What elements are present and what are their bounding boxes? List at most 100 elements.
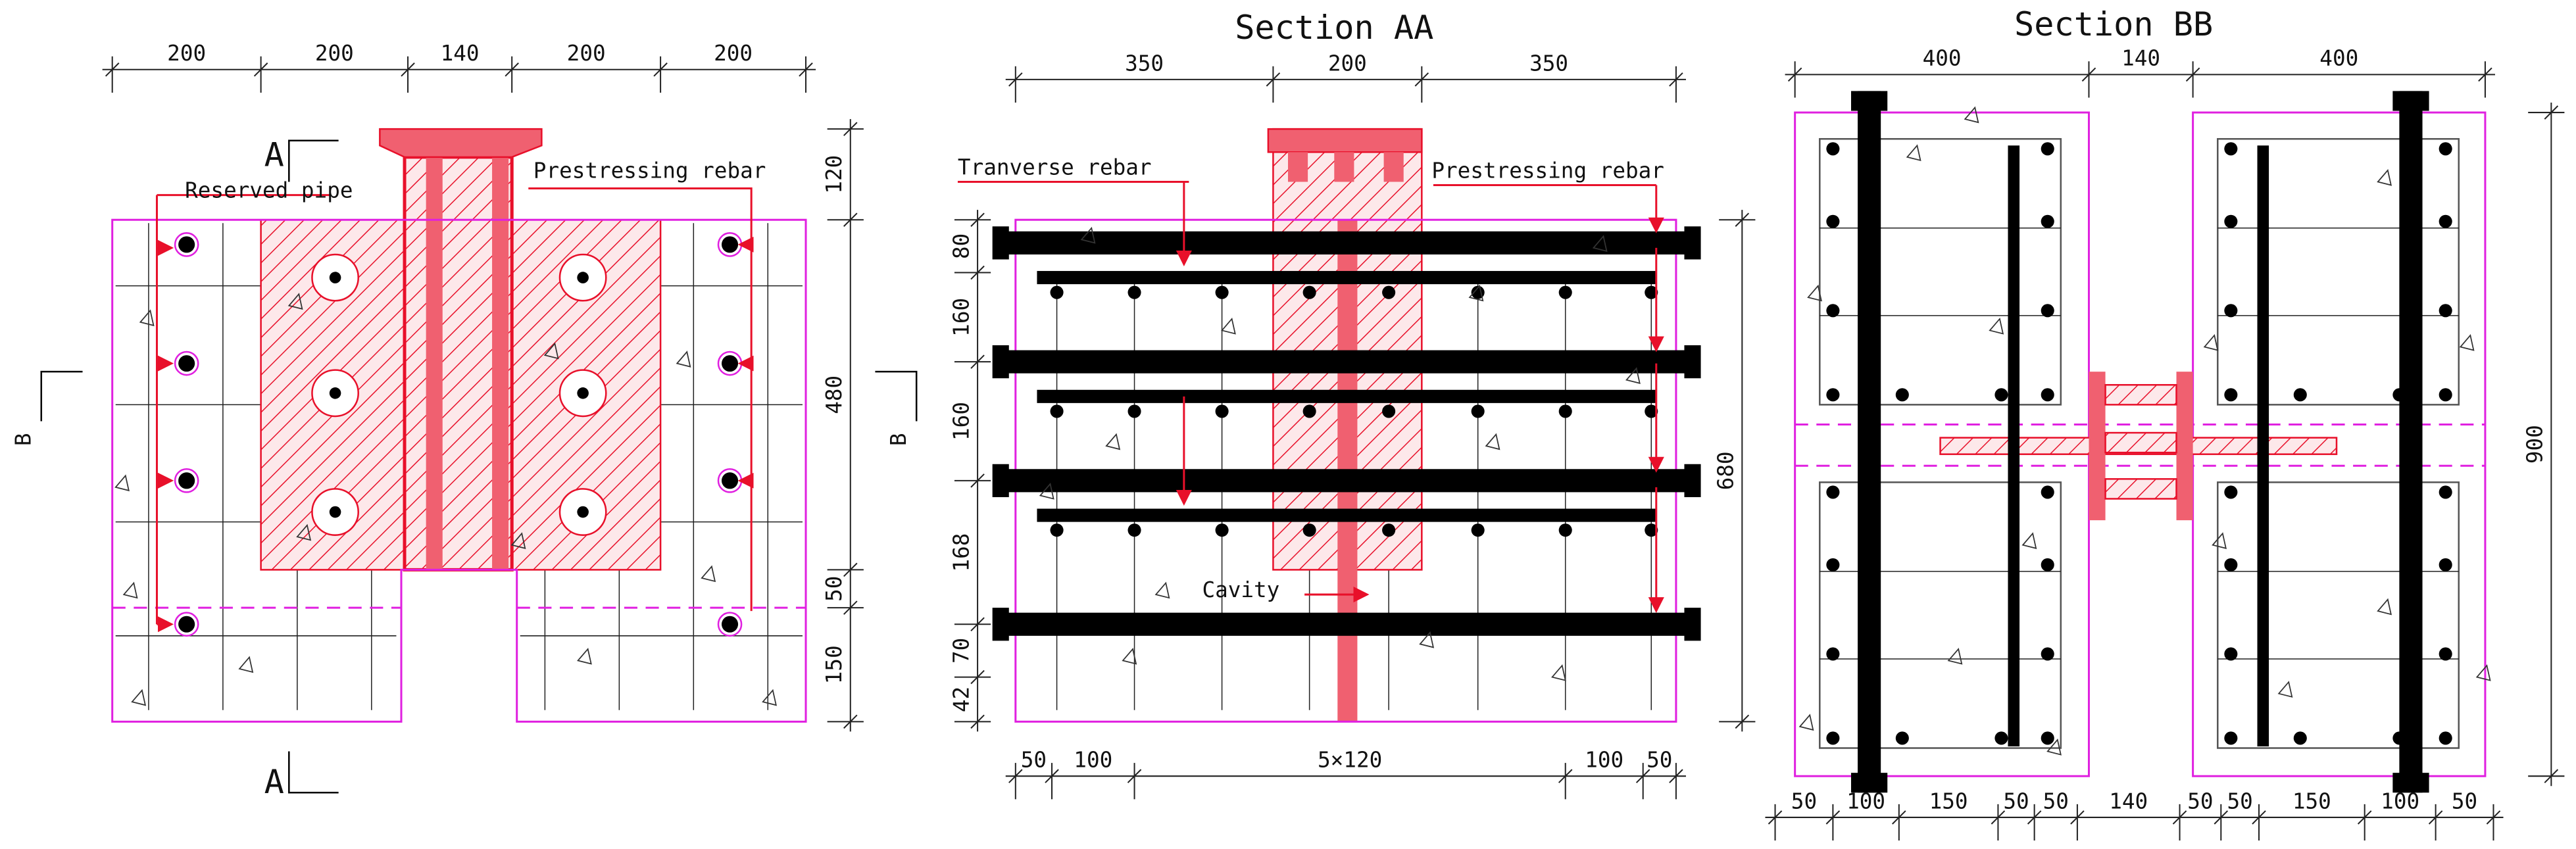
aggregate [1964,106,1979,124]
rebar-dot [1127,285,1141,299]
cap-tooth [1334,152,1354,182]
dimension-tick [1735,212,1750,227]
annotation: Reserved pipe [185,178,353,203]
rebar-dot [2224,647,2238,661]
dimension-tick [505,62,519,77]
rebar-dot [2041,647,2054,661]
dimension-label: 80 [949,233,974,259]
dimension-tick [1768,810,1783,825]
rebar-dot [2439,304,2452,318]
dimension-tick [970,354,985,369]
aggregate [1220,317,1236,335]
rebar-dot [1471,523,1485,537]
aggregate [1807,284,1822,302]
pipe-ring [174,612,199,637]
cap [1267,128,1423,153]
dimension-tick [2070,810,2085,825]
rebar-dot [178,355,195,372]
rebar-dot [2041,214,2054,228]
rebar-dot [1895,388,1909,402]
aggregate [1592,235,1608,253]
outline [111,218,807,723]
dimension-tick [1735,714,1750,729]
dimension-tick [1669,769,1683,783]
rebar-bar [999,612,1698,636]
aggregate [510,532,526,549]
dimension-tick [2486,810,2501,825]
rebar-dot [1050,285,1064,299]
rebar-dot [2224,485,2238,499]
aggregate [1154,581,1170,599]
rebar-dot [1382,523,1396,537]
rebar-dot [2224,731,2238,745]
dimension-label: 200 [167,41,206,66]
aggregate [1080,226,1096,244]
pipe-ring [174,351,199,376]
column-strip [492,157,509,570]
rebar-bar [999,231,1698,255]
dimension-tick [253,62,268,77]
aggregate [1468,284,1484,302]
dimension-tick [1558,769,1573,783]
rebar-bar [2257,145,2269,746]
dimension-label: 200 [315,41,354,66]
dimension-label: 200 [1328,51,1367,76]
rebar-dot [2293,731,2307,745]
anchor [1850,773,1888,793]
rebar-dot [178,236,195,253]
rebar-dot [577,506,589,518]
dimension-label: 150 [1929,788,1968,813]
rebar-dot [1826,731,1840,745]
aggregate [1551,664,1566,681]
aggregate [1419,631,1435,648]
dimension-label: 140 [2109,788,2148,813]
aggregate [576,647,592,665]
annotation: Prestressing rebar [533,158,766,183]
aggregate [2459,334,2475,351]
dimension-label: 50 [822,576,847,602]
aggregate [287,293,303,310]
dimension-tick [1892,810,1906,825]
rebar-dot [721,472,739,489]
aggregate [1625,367,1641,384]
dimension-tick [843,600,858,615]
rebar-dot [1050,523,1064,537]
connector [2104,478,2177,500]
rebar-dot [1826,304,1840,318]
dimension-label: 150 [822,645,847,684]
rebar-dot [2224,142,2238,156]
anchor [1684,464,1701,497]
inner-box [2217,137,2460,406]
aggregate [2377,598,2392,616]
rebar-dot [1826,142,1840,156]
rebar-dot [1826,485,1840,499]
section-mark: A [264,135,284,174]
connector [2104,383,2177,406]
rebar-dot [329,272,341,283]
dimension-tick [1635,769,1650,783]
anchor [1850,91,1888,111]
aggregate [762,689,777,706]
rebar-bar [2399,91,2423,793]
column-cap [379,128,543,158]
rebar-dot [1826,558,1840,571]
dimension-tick [1008,72,1023,87]
rebar-dot [1127,404,1141,418]
rebar-dot [1994,731,2008,745]
rebar-bar [1858,91,1881,793]
dimension-label: 140 [2121,46,2160,71]
dimension-label: 42 [949,687,974,712]
rebar-dot [2439,485,2452,499]
cap-tooth [1383,152,1404,182]
dimension-label: 160 [949,402,974,441]
dimension-tick [653,62,668,77]
annotation: Tranverse rebar [958,155,1152,180]
aggregate [1989,317,2004,335]
rebar-dot [1895,731,1909,745]
rebar-dot [1826,214,1840,228]
rebar-dot [1645,285,1658,299]
aggregate [238,656,254,673]
rebar-dot [1826,388,1840,402]
dimension-label: 50 [2003,788,2029,813]
